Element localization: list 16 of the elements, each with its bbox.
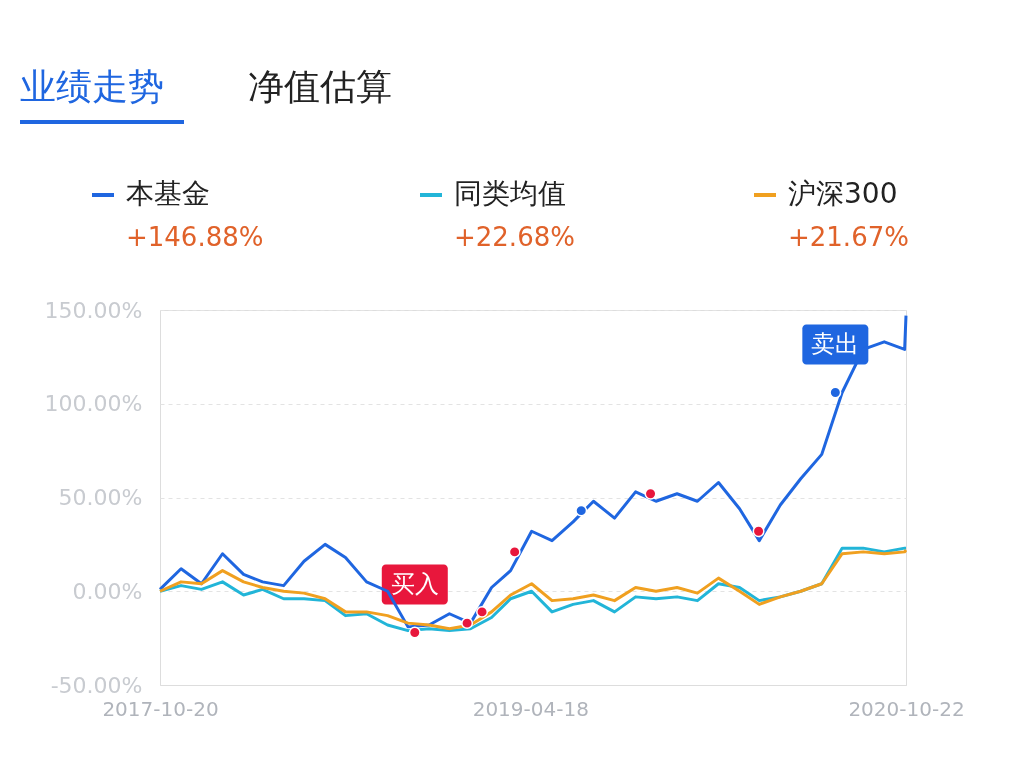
legend-label: 同类均值	[454, 177, 566, 210]
x-tick-label: 2017-10-20	[102, 696, 219, 721]
annotation: 卖出	[811, 329, 860, 358]
x-tick-label: 2020-10-22	[848, 696, 965, 721]
legend-label: 本基金	[126, 177, 210, 210]
annotation: 买入	[390, 569, 439, 598]
chart-title: 业绩走势	[20, 66, 164, 107]
point	[752, 525, 765, 538]
point	[461, 617, 474, 630]
legend-label: 沪深300	[788, 177, 898, 210]
text: +21.67%	[788, 222, 909, 252]
point	[476, 605, 489, 618]
text: +22.68%	[454, 222, 575, 252]
text: +146.88%	[126, 222, 264, 252]
chart-subtitle: 净值估算	[248, 66, 392, 107]
x-tick-label: 2019-04-18	[472, 696, 589, 721]
